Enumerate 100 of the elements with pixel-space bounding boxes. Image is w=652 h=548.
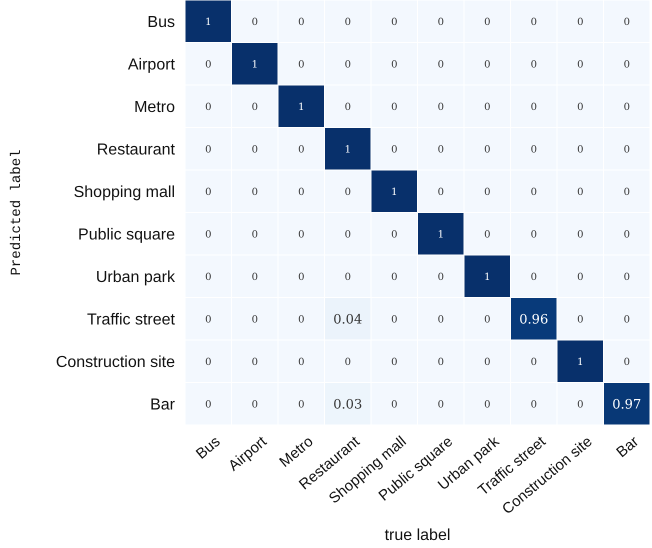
data-label: 0 bbox=[344, 59, 351, 70]
data-label: 0 bbox=[530, 229, 537, 240]
data-label: 0 bbox=[577, 272, 584, 283]
data-label: 1 bbox=[438, 229, 444, 240]
data-label: 0 bbox=[530, 186, 537, 198]
data-label: 0 bbox=[530, 272, 537, 283]
data-label: 0 bbox=[624, 102, 630, 113]
data-label: 0 bbox=[484, 59, 490, 70]
data-label: 0 bbox=[252, 356, 258, 368]
data-label: 0 bbox=[205, 356, 212, 368]
data-label: 0 bbox=[344, 16, 351, 28]
data-label: 0 bbox=[252, 102, 258, 113]
data-label: 0 bbox=[577, 399, 584, 410]
data-label: 0 bbox=[438, 102, 444, 113]
data-label: 0 bbox=[391, 102, 398, 113]
data-label: 0.96 bbox=[519, 312, 548, 328]
x-axis-title: true label bbox=[384, 527, 450, 544]
data-label: 1 bbox=[298, 102, 304, 113]
data-label: 0 bbox=[624, 272, 630, 283]
data-label: 0 bbox=[577, 59, 584, 70]
data-label: 0 bbox=[484, 314, 490, 326]
data-label: 0 bbox=[391, 16, 398, 28]
data-label: 0 bbox=[577, 314, 584, 326]
data-label: 0 bbox=[624, 186, 630, 198]
data-label: 0 bbox=[344, 272, 351, 283]
data-label: 0 bbox=[391, 272, 398, 283]
data-label: 0 bbox=[298, 186, 304, 198]
y-tick-label: Urban park bbox=[96, 268, 176, 286]
data-label: 0 bbox=[484, 399, 490, 410]
data-label: 0 bbox=[252, 399, 258, 410]
data-label: 0 bbox=[252, 16, 258, 28]
data-label: 0 bbox=[298, 16, 304, 28]
y-tick-label: Public square bbox=[78, 226, 176, 244]
data-label: 0 bbox=[484, 144, 490, 156]
data-label: 0 bbox=[205, 272, 212, 283]
data-label: 0 bbox=[624, 59, 630, 70]
y-tick-label: Restaurant bbox=[96, 141, 176, 158]
data-label: 0 bbox=[438, 272, 444, 283]
data-label: 0 bbox=[344, 356, 351, 368]
data-label: 0 bbox=[391, 399, 398, 410]
data-label: 0 bbox=[624, 356, 630, 368]
data-label: 0 bbox=[298, 356, 304, 368]
data-label: 0 bbox=[252, 186, 258, 198]
y-tick-label: Airport bbox=[128, 56, 176, 74]
data-label: 0 bbox=[344, 102, 351, 113]
x-tick-label: Bar bbox=[613, 433, 642, 462]
data-label: 0 bbox=[252, 144, 258, 156]
data-label: 0 bbox=[577, 102, 584, 113]
data-label: 0 bbox=[391, 229, 398, 240]
data-label: 0 bbox=[205, 186, 212, 198]
data-label: 0 bbox=[344, 229, 351, 240]
data-label: 0 bbox=[438, 16, 444, 28]
data-label: 1 bbox=[252, 59, 258, 70]
data-label: 0 bbox=[205, 399, 212, 410]
data-label: 0 bbox=[438, 356, 444, 368]
data-label: 0 bbox=[298, 399, 304, 410]
data-label: 0 bbox=[344, 186, 351, 198]
data-label: 0 bbox=[530, 102, 537, 113]
data-label: 0 bbox=[438, 186, 444, 198]
data-label: 1 bbox=[484, 272, 490, 283]
data-label: 0 bbox=[391, 314, 398, 326]
data-label: 0 bbox=[391, 144, 398, 156]
data-label: 1 bbox=[205, 16, 212, 28]
data-label: 0 bbox=[298, 229, 304, 240]
data-label: 0 bbox=[577, 144, 584, 156]
data-label: 0 bbox=[298, 314, 304, 326]
data-label: 1 bbox=[577, 356, 584, 368]
data-label: 0 bbox=[298, 59, 304, 70]
data-label: 0 bbox=[624, 144, 630, 156]
data-label: 0 bbox=[624, 229, 630, 240]
data-label: 0 bbox=[205, 102, 212, 113]
data-label: 0 bbox=[484, 102, 490, 113]
data-label: 0 bbox=[391, 356, 398, 368]
data-label: 0 bbox=[205, 59, 212, 70]
data-label: 0 bbox=[530, 16, 537, 28]
data-label: 0 bbox=[530, 144, 537, 156]
data-label: 0 bbox=[530, 356, 537, 368]
data-label: 0 bbox=[438, 399, 444, 410]
data-label: 0.97 bbox=[612, 397, 642, 412]
data-label: 0 bbox=[438, 59, 444, 70]
data-label: 0 bbox=[298, 272, 304, 283]
data-label: 1 bbox=[391, 186, 398, 198]
y-tick-label: Construction site bbox=[56, 354, 176, 371]
y-tick-label: Shopping mall bbox=[74, 184, 175, 201]
data-label: 0 bbox=[624, 16, 630, 28]
data-label: 0 bbox=[298, 144, 304, 156]
data-label: 0 bbox=[205, 144, 212, 156]
data-label: 0 bbox=[577, 186, 584, 198]
data-label: 0 bbox=[484, 16, 490, 28]
data-label: 0 bbox=[484, 356, 490, 368]
data-label: 0.03 bbox=[333, 397, 362, 412]
data-label: 0 bbox=[530, 59, 537, 70]
data-label: 0 bbox=[252, 314, 258, 326]
data-label: 0 bbox=[577, 229, 584, 240]
data-label: 0 bbox=[484, 186, 490, 198]
y-tick-label: Metro bbox=[134, 98, 176, 116]
data-label: 0 bbox=[624, 314, 630, 326]
y-tick-label: Bus bbox=[147, 14, 175, 31]
data-label: 0 bbox=[484, 229, 490, 240]
y-axis-title: Predicted label bbox=[9, 149, 25, 276]
